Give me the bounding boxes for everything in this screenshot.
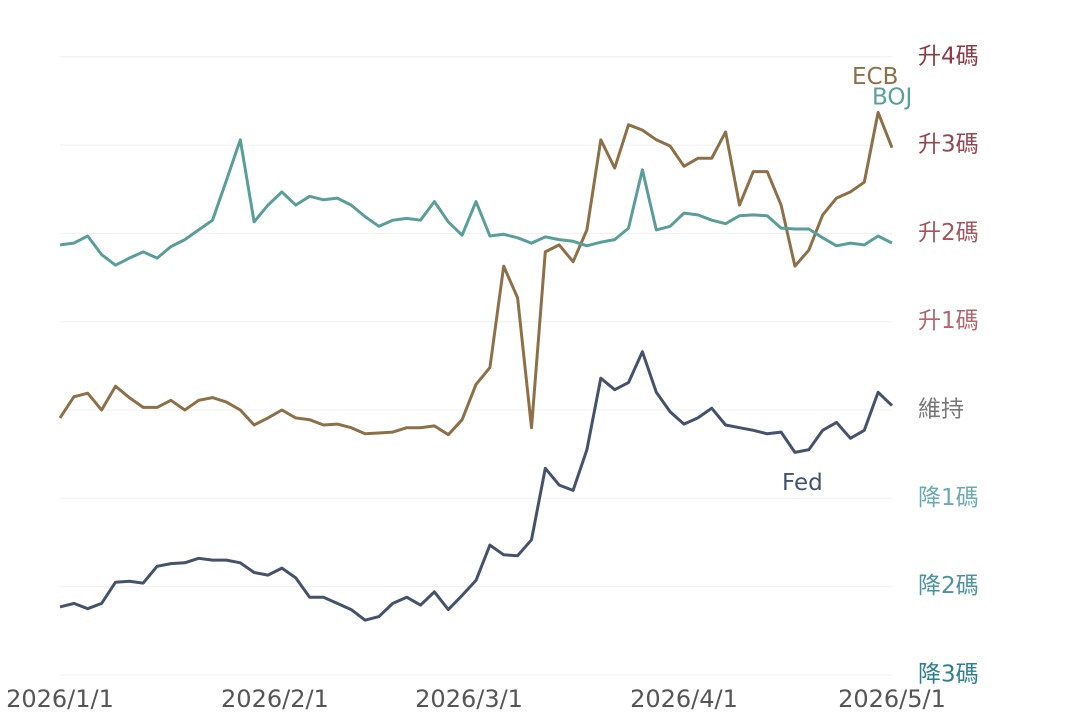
series-label: BOJ — [872, 85, 912, 111]
series-label: ECB — [852, 64, 898, 90]
y-tick-label: 降3碼 — [918, 661, 979, 687]
y-tick-label: 升1碼 — [918, 308, 979, 334]
line-series — [59, 350, 894, 622]
x-tick-label: 2026/3/1 — [415, 685, 523, 713]
y-tick-label: 降1碼 — [918, 485, 979, 511]
x-tick-label: 2026/4/1 — [630, 685, 738, 713]
x-tick-label: 2026/5/1 — [838, 685, 946, 713]
line-series — [59, 138, 893, 267]
x-tick-label: 2026/2/1 — [221, 685, 329, 713]
y-tick-label: 維持 — [918, 397, 964, 423]
x-tick-label: 2026/1/1 — [6, 685, 114, 713]
y-tick-label: 升3碼 — [918, 132, 979, 158]
line-series — [58, 110, 894, 437]
y-tick-label: 降2碼 — [918, 573, 979, 599]
y-tick-label: 升4碼 — [918, 43, 979, 69]
series-label: Fed — [782, 470, 823, 496]
y-tick-label: 升2碼 — [918, 220, 979, 246]
